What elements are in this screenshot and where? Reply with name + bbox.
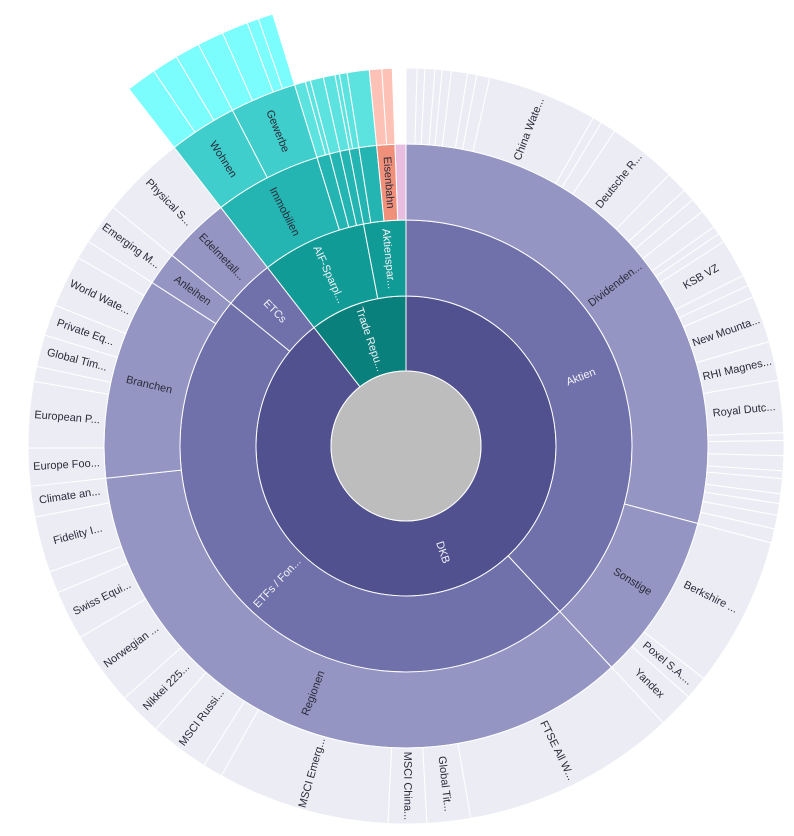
sunburst-segment-msci-china[interactable] [387,747,428,825]
sunburst-segment[interactable] [394,143,407,221]
sunburst-center[interactable] [330,370,482,522]
sunburst-segments [27,13,785,825]
sunburst-segment[interactable] [707,440,785,457]
